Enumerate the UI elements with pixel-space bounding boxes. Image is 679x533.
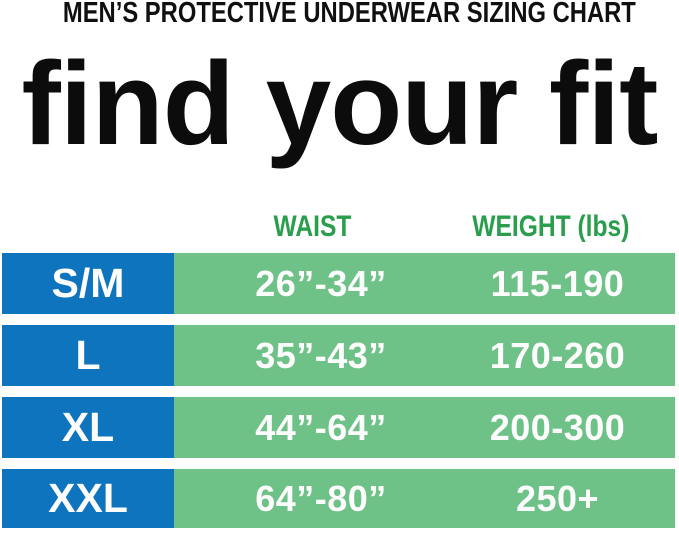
weight-cell: 200-300 <box>468 397 675 458</box>
column-header-weight: WEIGHT (lbs) <box>455 210 675 244</box>
weight-cell: 115-190 <box>468 253 675 314</box>
column-header-waist: WAIST <box>169 210 455 244</box>
size-cell: L <box>2 325 174 386</box>
waist-cell: 44”-64” <box>174 397 468 458</box>
column-header-weight-label: WEIGHT (lbs) <box>472 210 630 243</box>
size-cell: XXL <box>2 469 174 528</box>
waist-cell: 26”-34” <box>174 253 468 314</box>
page-title: find your fit <box>21 38 659 170</box>
kicker-title: MEN’S PROTECTIVE UNDERWEAR SIZING CHART <box>0 0 679 28</box>
size-cell: XL <box>2 397 174 458</box>
column-header-size-blank <box>2 210 169 244</box>
size-cell: S/M <box>2 253 174 314</box>
column-headers: WAIST WEIGHT (lbs) <box>2 210 675 244</box>
size-table: S/M 26”-34” 115-190 L 35”-43” 170-260 XL… <box>2 253 675 528</box>
table-row-xxl: XXL 64”-80” 250+ <box>2 469 675 528</box>
table-row-l: L 35”-43” 170-260 <box>2 325 675 386</box>
waist-cell: 64”-80” <box>174 469 468 528</box>
table-row-xl: XL 44”-64” 200-300 <box>2 397 675 458</box>
kicker-title-text: MEN’S PROTECTIVE UNDERWEAR SIZING CHART <box>62 0 636 29</box>
column-header-waist-label: WAIST <box>273 210 352 243</box>
waist-cell: 35”-43” <box>174 325 468 386</box>
table-row-sm: S/M 26”-34” 115-190 <box>2 253 675 314</box>
weight-cell: 250+ <box>468 469 675 528</box>
weight-cell: 170-260 <box>468 325 675 386</box>
